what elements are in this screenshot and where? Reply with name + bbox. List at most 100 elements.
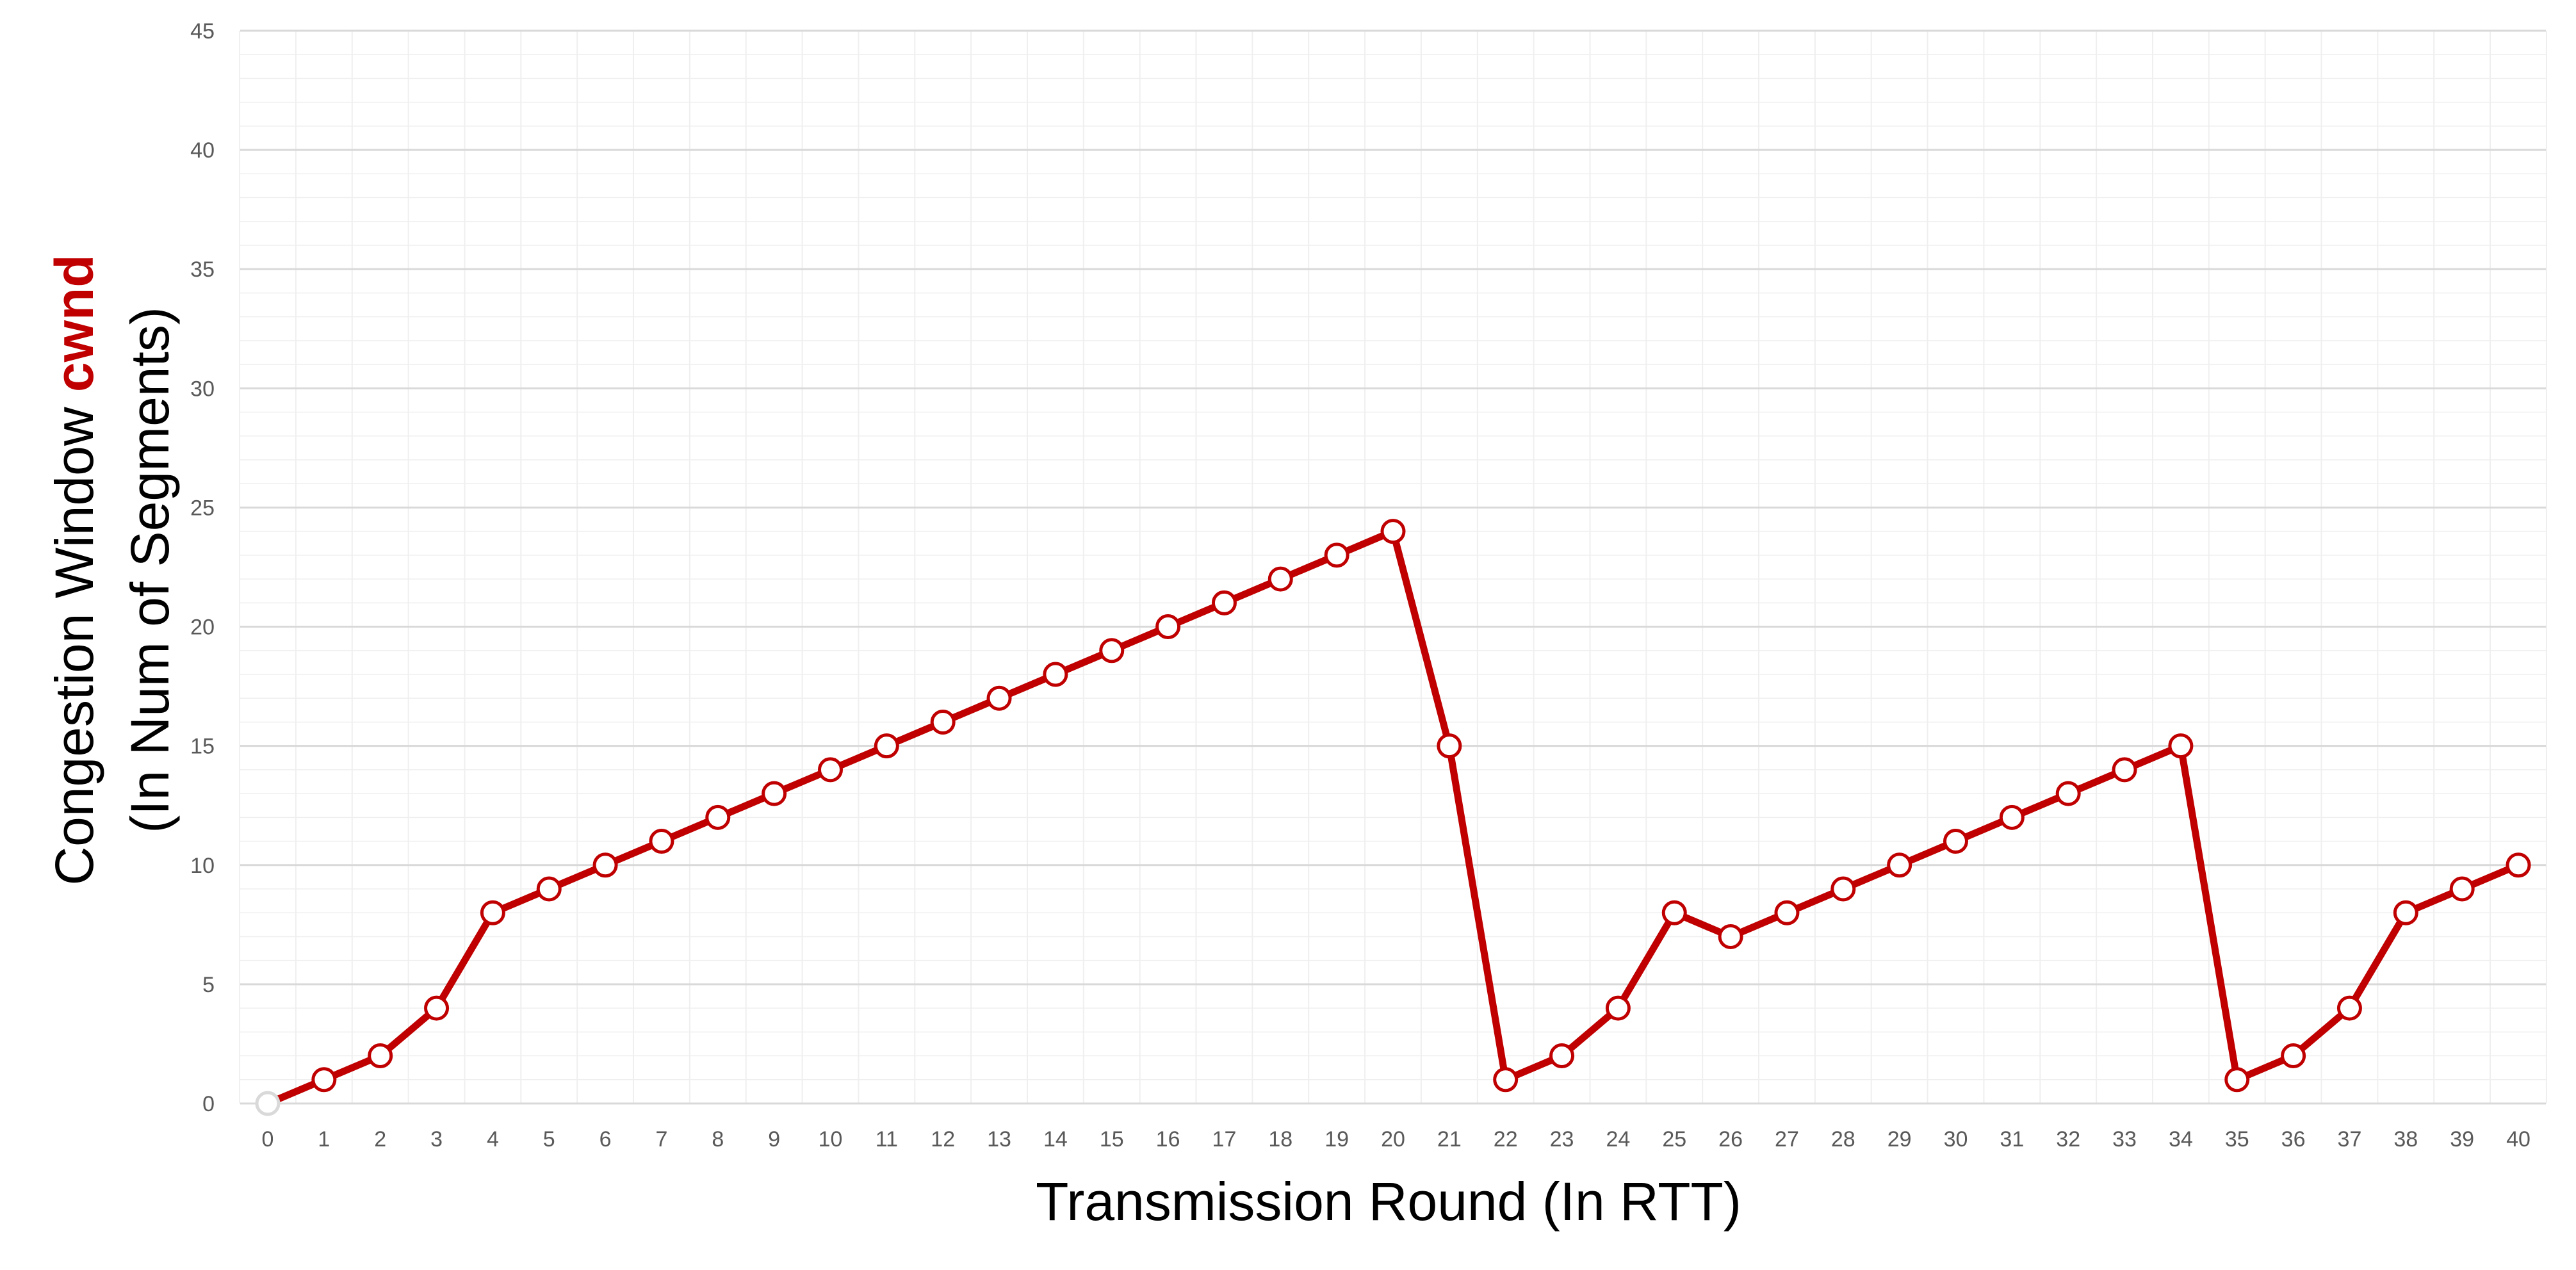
y-tick-label: 40 [190,138,215,163]
data-point [649,829,674,854]
x-tick-label: 37 [2338,1127,2362,1152]
y-axis-ticks: 0 5 10 15 20 25 30 35 40 45 [190,19,215,1116]
x-tick-label: 0 [262,1127,274,1152]
data-point [2449,876,2475,902]
y-tick-label: 15 [190,735,215,759]
x-tick-label: 38 [2393,1127,2418,1152]
data-point [2055,781,2081,806]
x-tick-label: 11 [876,1127,898,1152]
x-tick-label: 1 [318,1127,330,1152]
data-point [1943,829,1968,854]
x-tick-label: 15 [1100,1127,1124,1152]
x-tick-label: 16 [1156,1127,1180,1152]
x-tick-label: 7 [655,1127,667,1152]
data-point [1155,614,1181,640]
svg-text:Congestion Window cwnd: Congestion Window cwnd [44,254,104,885]
y-tick-label: 10 [190,854,215,878]
x-tick-label: 14 [1043,1127,1068,1152]
x-tick-label: 13 [987,1127,1011,1152]
series-cwnd [255,519,2531,1116]
x-tick-label: 2 [374,1127,386,1152]
x-tick-label: 18 [1268,1127,1292,1152]
x-tick-label: 39 [2450,1127,2474,1152]
x-tick-label: 40 [2506,1127,2531,1152]
data-point [1493,1067,1519,1093]
data-point [368,1043,393,1069]
x-tick-label: 29 [1887,1127,1912,1152]
x-tick-label: 22 [1494,1127,1518,1152]
data-point [1549,1043,1575,1069]
data-point [1380,519,1406,544]
x-tick-label: 35 [2225,1127,2249,1152]
y-axis-title-line2: (In Num of Segments) [120,307,180,833]
x-tick-label: 12 [931,1127,955,1152]
x-tick-label: 10 [819,1127,843,1152]
y-tick-label: 30 [190,377,215,401]
data-point [480,900,505,925]
data-point [1887,852,1912,878]
x-tick-label: 31 [2000,1127,2024,1152]
data-point [2112,757,2137,783]
data-point [1605,995,1631,1021]
data-point [1437,733,1462,759]
y-tick-label: 20 [190,615,215,640]
x-tick-label: 30 [1944,1127,1968,1152]
data-point [930,709,956,735]
x-tick-label: 9 [768,1127,780,1152]
x-tick-label: 4 [487,1127,499,1152]
y-tick-label: 5 [202,973,215,997]
data-point [1999,804,2025,830]
data-point [986,685,1012,711]
x-tick-label: 36 [2281,1127,2306,1152]
data-point [1830,876,1856,902]
data-point [2393,900,2418,925]
x-tick-label: 28 [1831,1127,1855,1152]
data-point [2281,1043,2306,1069]
data-point [1268,566,1293,592]
data-point [2336,995,2362,1021]
x-tick-label: 20 [1381,1127,1405,1152]
x-tick-label: 33 [2112,1127,2137,1152]
x-axis-title: Transmission Round (In RTT) [1036,1171,1741,1232]
data-point [762,781,787,806]
data-point [2506,852,2531,878]
grid [239,29,2547,1105]
x-tick-label: 24 [1606,1127,1630,1152]
data-point [2224,1067,2250,1093]
x-tick-label: 17 [1212,1127,1237,1152]
data-point [255,1091,281,1116]
y-axis-title-prefix: Congestion Window [44,392,104,885]
data-point [1043,662,1068,687]
x-tick-label: 8 [712,1127,724,1152]
x-tick-label: 32 [2056,1127,2080,1152]
y-tick-label: 35 [190,257,215,282]
y-axis-title: Congestion Window cwnd (In Num of Segmen… [44,254,180,885]
y-tick-label: 45 [190,19,215,44]
data-point [818,757,843,783]
x-tick-label: 34 [2169,1127,2193,1152]
data-point [424,995,450,1021]
x-tick-label: 6 [599,1127,612,1152]
data-point [592,852,618,878]
data-point [311,1067,337,1093]
data-point [2168,733,2194,759]
x-tick-label: 21 [1437,1127,1462,1152]
y-axis-title-cwnd: cwnd [44,254,104,392]
data-point [705,804,731,830]
data-point [1324,542,1349,568]
data-point [536,876,562,902]
y-tick-label: 0 [202,1092,215,1116]
data-point [874,733,899,759]
x-tick-label: 5 [543,1127,555,1152]
x-axis-ticks: 0 1 2 3 4 5 6 7 8 9 10 11 12 13 14 15 16 17 18 19 20 21 22 23 24… [262,1127,2531,1152]
x-tick-label: 26 [1718,1127,1743,1152]
x-tick-label: 3 [430,1127,443,1152]
x-tick-label: 23 [1550,1127,1574,1152]
data-point [1661,900,1687,925]
y-tick-label: 25 [190,496,215,520]
data-point [1718,924,1743,949]
data-point [1774,900,1800,925]
x-tick-label: 27 [1775,1127,1799,1152]
data-point [1099,638,1125,663]
